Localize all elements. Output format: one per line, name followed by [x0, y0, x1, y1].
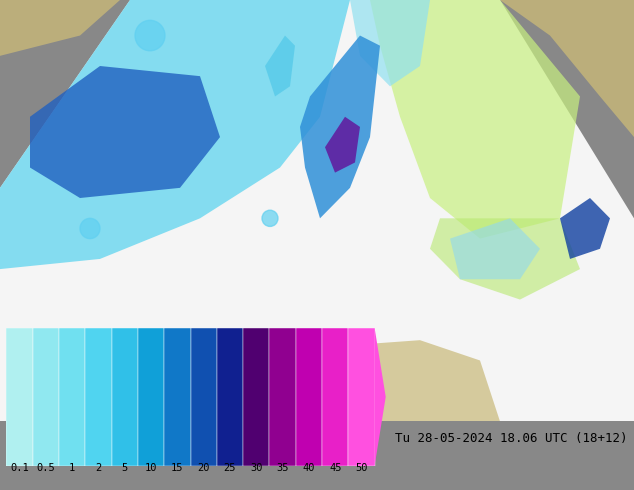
Bar — [138, 328, 164, 466]
Circle shape — [80, 219, 100, 239]
Polygon shape — [265, 36, 295, 97]
Text: 10: 10 — [145, 463, 157, 472]
Polygon shape — [350, 0, 430, 86]
Text: 35: 35 — [276, 463, 289, 472]
Polygon shape — [200, 340, 500, 421]
Polygon shape — [325, 117, 360, 172]
Text: 0.5: 0.5 — [36, 463, 55, 472]
Text: 40: 40 — [302, 463, 315, 472]
Bar — [269, 328, 295, 466]
Polygon shape — [0, 0, 634, 421]
Polygon shape — [500, 0, 634, 137]
Bar — [190, 328, 217, 466]
Text: Tu 28-05-2024 18.06 UTC (18+12): Tu 28-05-2024 18.06 UTC (18+12) — [395, 432, 628, 445]
Bar — [164, 328, 190, 466]
Text: 1: 1 — [69, 463, 75, 472]
Text: 45: 45 — [329, 463, 342, 472]
Bar — [217, 328, 243, 466]
Polygon shape — [375, 328, 385, 466]
Text: 5: 5 — [122, 463, 128, 472]
Polygon shape — [300, 36, 380, 219]
Polygon shape — [0, 0, 350, 269]
Polygon shape — [450, 219, 540, 279]
Text: 15: 15 — [171, 463, 184, 472]
Circle shape — [135, 20, 165, 51]
Text: 25: 25 — [224, 463, 236, 472]
Text: 2: 2 — [95, 463, 101, 472]
Bar — [32, 328, 59, 466]
Polygon shape — [0, 0, 130, 56]
Bar — [295, 328, 322, 466]
Text: 20: 20 — [197, 463, 210, 472]
Text: 0.1: 0.1 — [10, 463, 29, 472]
Bar — [243, 328, 269, 466]
Bar — [59, 328, 85, 466]
Bar — [322, 328, 348, 466]
Text: Precipitation (12h) [m] UK-Global: Precipitation (12h) [m] UK-Global — [6, 432, 254, 445]
Polygon shape — [30, 66, 220, 198]
Polygon shape — [560, 198, 610, 259]
Polygon shape — [430, 219, 580, 299]
Text: 50: 50 — [355, 463, 368, 472]
Polygon shape — [370, 0, 580, 239]
Text: 30: 30 — [250, 463, 262, 472]
Bar — [112, 328, 138, 466]
Bar — [348, 328, 375, 466]
Circle shape — [262, 210, 278, 226]
Bar — [85, 328, 112, 466]
Bar — [6, 328, 32, 466]
